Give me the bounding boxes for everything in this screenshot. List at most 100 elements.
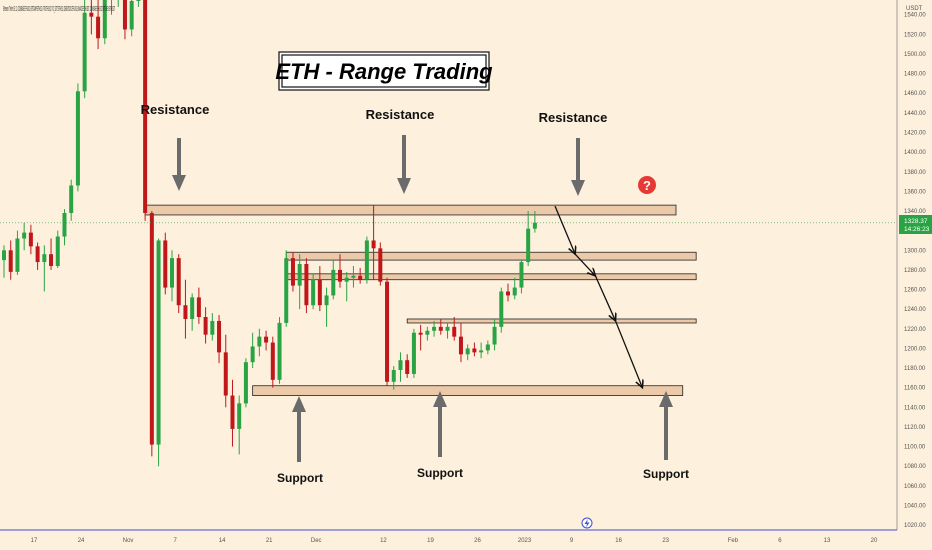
candle [512, 277, 517, 300]
candle-body [526, 228, 531, 263]
time-tick-label: 14 [219, 538, 226, 544]
currency-label: USDT [906, 6, 923, 12]
candle-body [331, 269, 336, 296]
candle-body [378, 248, 383, 282]
candle-body [230, 395, 235, 429]
time-tick-label: 13 [824, 538, 831, 544]
candle-body [304, 264, 309, 306]
candle-body [290, 258, 295, 286]
candle-body [364, 240, 369, 280]
candle [136, 0, 141, 7]
time-tick-label: 17 [31, 538, 38, 544]
candle-body [425, 330, 430, 335]
candle [122, 0, 127, 40]
candle [270, 336, 275, 388]
projection-arrow-4 [614, 320, 643, 388]
title-box [278, 51, 490, 91]
candle [156, 238, 161, 467]
time-tick-label: 6 [778, 538, 782, 544]
candle [411, 328, 416, 378]
candle-body [217, 320, 222, 353]
price-tick-label: 1260.00 [904, 288, 926, 294]
price-tick-label: 1200.00 [904, 346, 926, 352]
candle [452, 317, 457, 341]
candle [196, 287, 201, 324]
support-label-2: Support [417, 466, 463, 480]
candle-body [351, 275, 356, 278]
price-tick-label: 1460.00 [904, 91, 926, 97]
candle-body [405, 360, 410, 374]
candle-body [338, 269, 342, 282]
candle-body [257, 336, 262, 347]
candle-body [22, 232, 27, 239]
time-tick-label: 19 [427, 538, 434, 544]
title-box-inner [281, 54, 487, 88]
up-arrow-2 [433, 391, 447, 457]
price-tick-label: 1380.00 [904, 170, 926, 176]
candle-body [465, 348, 470, 355]
candle [506, 283, 510, 302]
candle-body [136, 0, 141, 1]
zone-1 [144, 204, 677, 216]
candle [96, 0, 101, 50]
support-label-1: Support [277, 471, 323, 485]
candle [438, 318, 443, 335]
resistance-label-1: Resistance [141, 102, 210, 117]
candle [203, 307, 208, 344]
chart-title: ETH - Range Trading [275, 59, 493, 84]
candle-body [438, 326, 443, 331]
candle-body [324, 295, 329, 306]
candle-body [492, 326, 497, 345]
candle-body [96, 16, 101, 39]
candle-body [344, 277, 349, 282]
candle-body [129, 0, 134, 30]
price-tick-label: 1360.00 [904, 189, 926, 195]
price-tick-label: 1400.00 [904, 150, 926, 156]
candle-body [532, 222, 537, 229]
time-tick-label: 16 [615, 538, 622, 544]
candle [391, 366, 396, 390]
candle [277, 317, 282, 384]
candle [364, 236, 369, 284]
candle-body [519, 262, 524, 288]
price-badge: 1328.37 14:26:23 [899, 215, 932, 234]
price-axis[interactable] [897, 0, 932, 530]
candle-body [445, 326, 450, 331]
candle [82, 0, 87, 99]
candle [472, 342, 477, 357]
symbol-header[interactable]: Ethereum / Tether US, 1D, COINBASE:ETHUS… [3, 6, 115, 13]
candle [425, 326, 430, 341]
candle-body [89, 12, 94, 17]
candle-body [458, 336, 463, 355]
candle [492, 318, 497, 351]
candle [8, 240, 13, 280]
candle-body [317, 279, 322, 306]
price-tick-label: 1500.00 [904, 52, 926, 58]
time-tick-label: 24 [78, 538, 85, 544]
candle [143, 0, 148, 221]
candle [149, 211, 154, 457]
candle-body [82, 12, 87, 92]
candle [62, 209, 67, 246]
candle [217, 315, 222, 364]
down-arrow-3 [571, 138, 585, 196]
candle-body [210, 320, 215, 335]
candle-body [69, 185, 74, 213]
time-tick-label: 12 [380, 538, 387, 544]
up-arrow-1 [292, 396, 306, 462]
price-tick-label: 1480.00 [904, 72, 926, 78]
candle [89, 0, 94, 35]
price-tick-label: 1060.00 [904, 484, 926, 490]
price-tick-label: 1420.00 [904, 131, 926, 137]
candle [371, 205, 376, 280]
time-tick-label: 26 [474, 538, 481, 544]
candle [304, 258, 309, 314]
candle-body [391, 370, 396, 382]
candle-body [358, 275, 363, 280]
resistance-label-2: Resistance [366, 107, 435, 122]
candle [28, 224, 33, 255]
time-tick-label: 2023 [518, 538, 532, 544]
price-axis-ticks: 1020.00 1040.00 1060.00 1080.00 1100.00 1120.… [904, 13, 926, 529]
candle [250, 332, 255, 369]
